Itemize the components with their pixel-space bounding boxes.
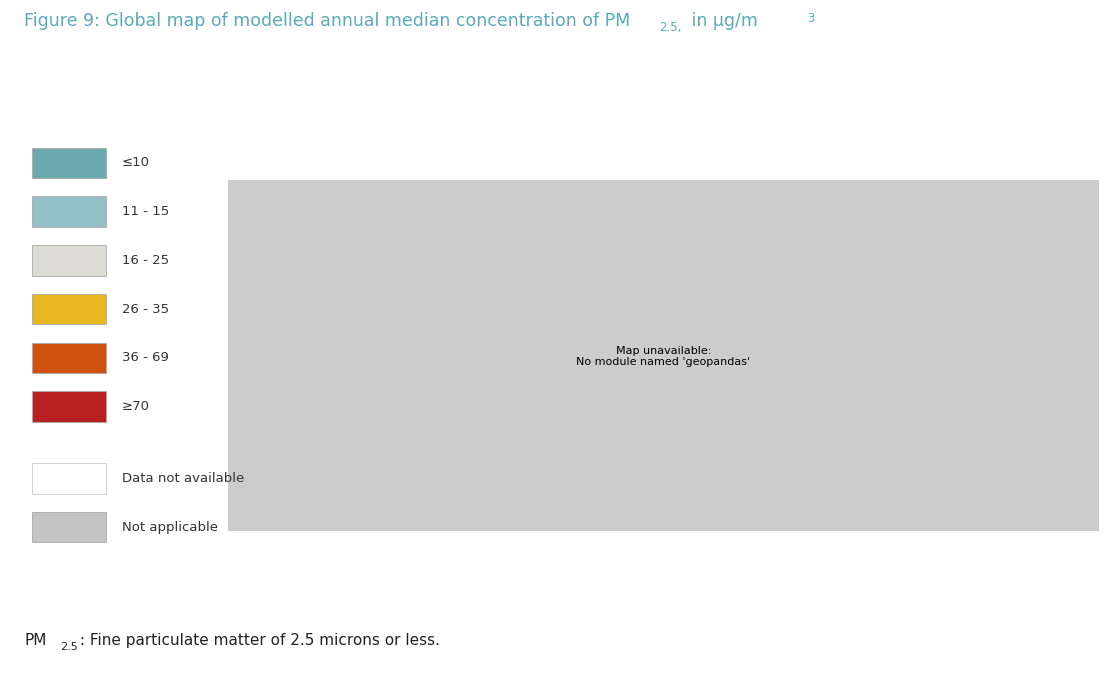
FancyBboxPatch shape (32, 294, 107, 324)
Text: in μg/m: in μg/m (686, 12, 758, 30)
FancyBboxPatch shape (32, 197, 107, 227)
FancyBboxPatch shape (32, 245, 107, 276)
Text: Not applicable: Not applicable (122, 520, 218, 533)
Text: Figure 9: Global map of modelled annual median concentration of PM: Figure 9: Global map of modelled annual … (24, 12, 630, 30)
Text: 11 - 15: 11 - 15 (122, 205, 169, 218)
Text: Data not available: Data not available (122, 472, 244, 485)
Text: ≤10: ≤10 (122, 156, 150, 169)
Text: 3: 3 (807, 12, 815, 25)
FancyBboxPatch shape (32, 342, 107, 373)
FancyBboxPatch shape (32, 148, 107, 178)
FancyBboxPatch shape (32, 512, 107, 542)
Text: PM: PM (24, 633, 47, 648)
Text: 36 - 69: 36 - 69 (122, 351, 169, 364)
Text: Map unavailable:
No module named 'geopandas': Map unavailable: No module named 'geopan… (576, 346, 750, 367)
Text: 26 - 35: 26 - 35 (122, 303, 169, 316)
Text: ≥70: ≥70 (122, 400, 150, 413)
Text: 16 - 25: 16 - 25 (122, 254, 169, 267)
Text: 2.5,: 2.5, (659, 20, 682, 33)
Text: 2.5: 2.5 (60, 642, 78, 652)
FancyBboxPatch shape (32, 463, 107, 494)
FancyBboxPatch shape (32, 391, 107, 421)
Text: : Fine particulate matter of 2.5 microns or less.: : Fine particulate matter of 2.5 microns… (75, 633, 441, 648)
